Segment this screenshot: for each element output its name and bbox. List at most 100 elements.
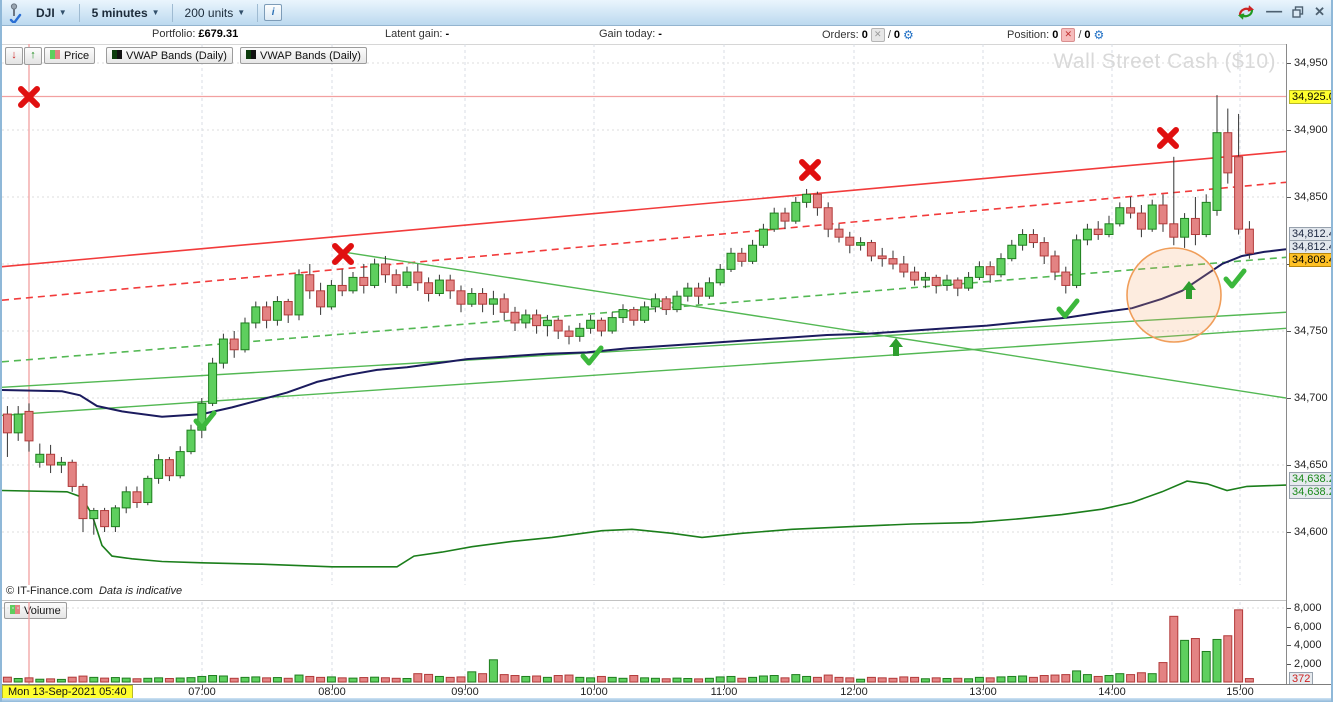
candle[interactable] [1050,250,1060,281]
candle[interactable] [89,507,99,535]
close-position-icon[interactable]: ✕ [1061,28,1076,42]
green-check-annotation[interactable] [1056,298,1080,319]
candle[interactable] [251,301,261,329]
green-check-annotation[interactable] [193,410,217,431]
rising-support-line-a[interactable] [2,327,1286,417]
candle[interactable] [974,261,984,281]
candle[interactable] [694,282,704,305]
candle[interactable] [715,264,725,286]
candle[interactable] [272,296,282,326]
candle[interactable] [1039,237,1049,264]
candle[interactable] [1104,215,1114,238]
candle[interactable] [726,247,736,273]
candle[interactable] [640,301,650,323]
candle[interactable] [143,475,153,506]
candle[interactable] [262,301,272,329]
candle[interactable] [618,304,628,323]
candle[interactable] [812,191,822,216]
candle[interactable] [704,277,714,299]
candle[interactable] [564,325,574,345]
candle[interactable] [380,255,390,283]
legend-vwap-chip-2[interactable]: VWAP Bands (Daily) [240,47,367,64]
candle[interactable] [445,274,455,299]
candle[interactable] [1093,221,1103,240]
candle[interactable] [370,258,380,289]
refresh-icon[interactable] [1236,4,1256,21]
candle[interactable] [1126,197,1136,219]
candle[interactable] [1147,199,1157,232]
vwap-lower-band-line[interactable] [2,480,1286,568]
candle[interactable] [337,269,347,297]
restore-button[interactable] [1292,6,1304,18]
candle[interactable] [791,197,801,224]
candle[interactable] [834,223,844,243]
candle[interactable] [996,253,1006,278]
red-cross-annotation[interactable] [18,86,40,108]
candle[interactable] [348,272,358,294]
candle[interactable] [553,317,563,340]
sell-arrow-button[interactable]: ↓ [5,47,23,65]
position-settings-icon[interactable]: ⚙ [1093,28,1105,42]
candle[interactable] [607,312,617,334]
candle[interactable] [456,285,466,313]
red-cross-annotation[interactable] [799,159,821,181]
candle[interactable] [1072,234,1082,289]
candle[interactable] [964,272,974,291]
candle[interactable] [910,266,920,286]
candle[interactable] [424,277,434,302]
pin-icon[interactable] [6,2,24,23]
candle[interactable] [402,266,412,289]
candle[interactable] [802,188,812,208]
candle[interactable] [1018,229,1028,251]
candle[interactable] [629,306,639,326]
candle[interactable] [35,443,45,468]
candle[interactable] [67,459,77,492]
cancel-orders-icon[interactable]: ✕ [870,28,885,42]
candle[interactable] [1158,194,1168,232]
candle[interactable] [326,280,336,310]
candle[interactable] [110,505,120,532]
candle[interactable] [154,454,164,484]
candle[interactable] [823,202,833,238]
candle[interactable] [1169,156,1179,246]
candle[interactable] [1007,239,1017,262]
candle[interactable] [510,306,520,331]
candle[interactable] [596,317,606,337]
candle[interactable] [542,314,552,337]
red-cross-annotation[interactable] [1157,127,1179,149]
green-up-arrow-annotation[interactable] [1182,281,1196,299]
instrument-dropdown[interactable]: DJI ▼ [36,5,67,20]
candle[interactable] [532,309,542,334]
candle[interactable] [13,406,23,441]
rising-support-line-b[interactable] [2,311,1286,388]
legend-volume-chip[interactable]: Volume [4,602,67,619]
candle[interactable] [175,446,185,479]
vwap-line[interactable] [2,248,1286,418]
candle[interactable] [56,456,66,474]
candle[interactable] [478,288,488,313]
candle[interactable] [294,269,304,321]
candle[interactable] [121,486,131,514]
candle[interactable] [942,274,952,291]
candle[interactable] [24,403,34,452]
candle[interactable] [434,274,444,297]
candle[interactable] [1201,194,1211,238]
candle[interactable] [305,264,315,299]
candle[interactable] [780,207,790,230]
candle[interactable] [758,223,768,248]
candle[interactable] [1136,205,1146,238]
candle[interactable] [413,264,423,291]
candle[interactable] [769,207,779,232]
candle[interactable] [1190,197,1200,246]
candle[interactable] [521,309,531,329]
upper-channel-line[interactable] [2,150,1286,268]
price-chart-canvas[interactable] [2,44,1286,585]
candle[interactable] [920,272,930,289]
candle[interactable] [683,282,693,302]
candle[interactable] [661,296,671,315]
mid-channel-dashed-line[interactable] [2,181,1286,301]
candle[interactable] [985,261,995,283]
candle[interactable] [845,231,855,254]
candle[interactable] [1082,223,1092,246]
buy-arrow-button[interactable]: ↑ [24,47,42,65]
